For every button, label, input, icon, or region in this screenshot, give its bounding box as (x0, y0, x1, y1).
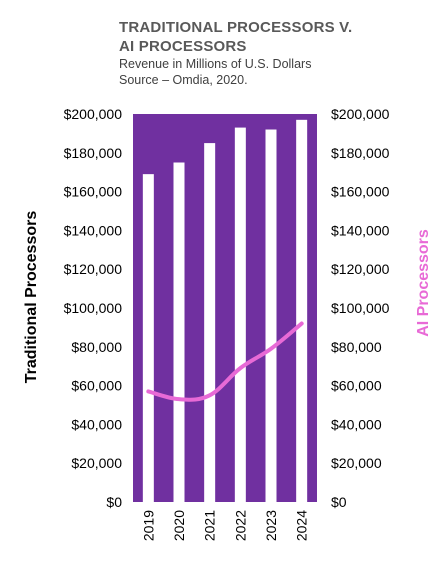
right-tick-label: $40,000 (331, 416, 382, 432)
left-axis-label: Traditional Processors (23, 211, 40, 384)
right-tick-label: $160,000 (331, 184, 390, 200)
bar-2022 (234, 127, 246, 502)
bar-2024 (296, 119, 308, 502)
left-tick-label: $200,000 (64, 106, 123, 122)
x-tick-label: 2021 (202, 510, 218, 541)
x-tick-label: 2022 (232, 510, 248, 541)
right-tick-label: $60,000 (331, 378, 382, 394)
right-tick-label: $180,000 (331, 145, 390, 161)
left-tick-label: $100,000 (64, 300, 123, 316)
bar-2019 (142, 174, 154, 502)
bar-2020 (173, 162, 185, 502)
x-tick-label: 2019 (140, 510, 156, 541)
bar-2023 (265, 129, 277, 502)
right-tick-label: $120,000 (331, 261, 390, 277)
chart-title-line-1: TRADITIONAL PROCESSORS V. (119, 19, 353, 36)
chart-subtitle-line-1: Revenue in Millions of U.S. Dollars (119, 57, 312, 71)
right-tick-label: $100,000 (331, 300, 390, 316)
chart-title-line-2: AI PROCESSORS (119, 38, 247, 55)
plot-area (133, 114, 317, 502)
right-axis-ticks: $0 $20,000 $40,000 $60,000 $80,000 $100,000 $1… (331, 106, 390, 510)
left-axis-ticks: $0 $20,000 $40,000 $60,000 $80,000 $100,000 $1… (64, 106, 123, 510)
line-series-ai (146, 321, 304, 402)
x-axis-ticks: 2019 2020 2021 2022 2023 2024 (140, 510, 309, 541)
x-tick-label: 2024 (294, 510, 310, 541)
left-tick-label: $40,000 (71, 416, 122, 432)
left-tick-label: $120,000 (64, 261, 123, 277)
left-tick-label: $0 (106, 494, 122, 510)
left-tick-label: $140,000 (64, 222, 123, 238)
left-tick-label: $160,000 (64, 184, 123, 200)
chart-title-block: TRADITIONAL PROCESSORS V. AI PROCESSORS … (119, 18, 419, 88)
x-tick-label: 2023 (263, 510, 279, 541)
left-tick-label: $80,000 (71, 339, 122, 355)
left-tick-label: $20,000 (71, 455, 122, 471)
right-tick-label: $20,000 (331, 455, 382, 471)
right-tick-label: $0 (331, 494, 347, 510)
bar-2021 (204, 143, 216, 502)
bar-series-traditional (142, 119, 308, 502)
left-tick-label: $60,000 (71, 378, 122, 394)
right-tick-label: $140,000 (331, 222, 390, 238)
chart-subtitle-line-2: Source – Omdia, 2020. (119, 73, 248, 87)
x-tick-label: 2020 (171, 510, 187, 541)
right-tick-label: $80,000 (331, 339, 382, 355)
right-tick-label: $200,000 (331, 106, 390, 122)
right-axis-label: AI Processors (415, 229, 432, 337)
left-tick-label: $180,000 (64, 145, 123, 161)
